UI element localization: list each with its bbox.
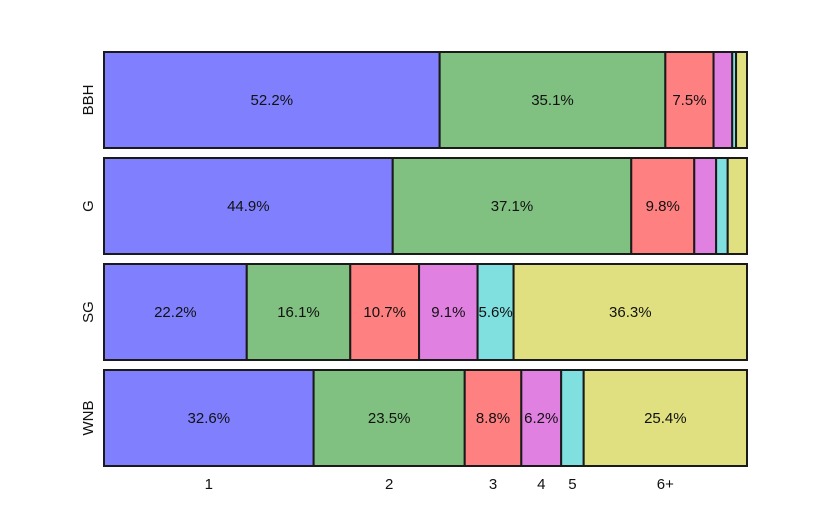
bar-segment-g-6plus <box>726 157 749 255</box>
bar-segment-g-4 <box>693 157 718 255</box>
data-label: 32.6% <box>188 410 231 427</box>
data-label: 9.8% <box>646 198 680 215</box>
data-label: 25.4% <box>644 410 687 427</box>
row-label-g: G <box>80 200 97 212</box>
bar-segment-bbh-1 <box>103 51 441 149</box>
data-label: 36.3% <box>609 304 652 321</box>
x-tick-label: 1 <box>205 476 213 493</box>
bar-segment-sg-2 <box>245 263 352 361</box>
bar-segment-bbh-4 <box>712 51 734 149</box>
data-label: 44.9% <box>227 198 270 215</box>
row-label-bbh: BBH <box>80 85 97 116</box>
x-tick-label: 3 <box>489 476 497 493</box>
data-label: 23.5% <box>368 410 411 427</box>
data-label: 22.2% <box>154 304 197 321</box>
bar-segment-wnb-3 <box>463 369 523 467</box>
bar-segment-g-3 <box>630 157 696 255</box>
bar-segment-g-2 <box>391 157 633 255</box>
bar-segment-wnb-2 <box>312 369 466 467</box>
data-label: 8.8% <box>476 410 510 427</box>
data-label: 35.1% <box>531 92 574 109</box>
bar-segment-wnb-5 <box>560 369 585 467</box>
data-label: 52.2% <box>251 92 294 109</box>
data-label: 9.1% <box>431 304 465 321</box>
tick-labels-layer: 1 2 3 4 5 6+ <box>205 476 674 493</box>
x-tick-label: 2 <box>385 476 393 493</box>
row-labels-layer: BBH G SG WNB <box>80 85 97 436</box>
bar-segment-bbh-3 <box>664 51 715 149</box>
data-label: 10.7% <box>363 304 406 321</box>
bar-segment-sg-4 <box>418 263 479 361</box>
bar-segment-sg-6plus <box>512 263 748 361</box>
x-tick-label: 4 <box>537 476 545 493</box>
bar-segment-wnb-1 <box>103 369 315 467</box>
bar-segment-sg-3 <box>349 263 421 361</box>
bars-layer <box>103 51 749 467</box>
bar-segment-wnb-6plus <box>582 369 748 467</box>
data-label: 6.2% <box>524 410 558 427</box>
x-tick-label: 6+ <box>657 476 674 493</box>
bar-segment-bbh-6plus <box>735 51 748 149</box>
bar-segment-g-5 <box>715 157 729 255</box>
data-label: 16.1% <box>277 304 320 321</box>
labels-layer: 52.2% 35.1% 7.5% 44.9% 37.1% 9.8% 22.2% 16.1% 10… <box>154 92 706 427</box>
bar-segment-sg-5 <box>476 263 515 361</box>
bar-segment-bbh-2 <box>438 51 667 149</box>
data-label: 7.5% <box>672 92 706 109</box>
data-label: 37.1% <box>491 198 534 215</box>
bar-segment-sg-1 <box>103 263 248 361</box>
x-tick-label: 5 <box>568 476 576 493</box>
data-label: 5.6% <box>478 304 512 321</box>
row-label-wnb: WNB <box>80 401 97 436</box>
row-label-sg: SG <box>80 301 97 323</box>
